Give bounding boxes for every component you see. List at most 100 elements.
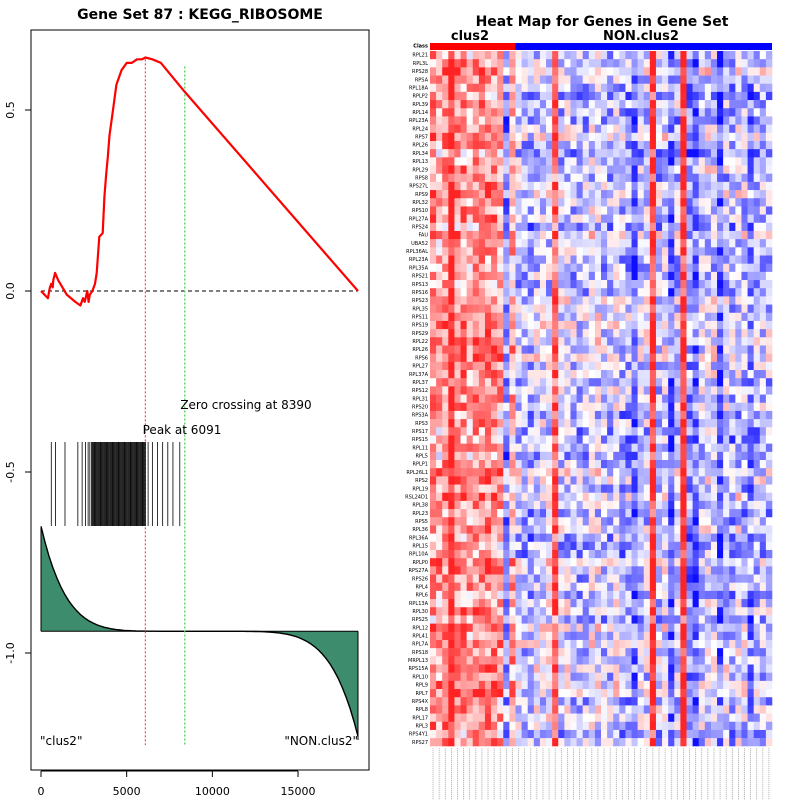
heatmap-cell bbox=[686, 451, 693, 461]
heatmap-cell bbox=[448, 304, 455, 314]
heatmap-cell bbox=[576, 157, 583, 166]
heatmap-cell bbox=[552, 664, 559, 673]
heatmap-cell bbox=[430, 214, 437, 224]
heatmap-cell bbox=[717, 83, 724, 93]
heatmap-cell bbox=[588, 83, 596, 93]
heatmap-cell bbox=[564, 378, 571, 387]
heatmap-cell bbox=[533, 410, 541, 420]
heatmap-cell bbox=[662, 738, 669, 747]
heatmap-cell bbox=[631, 239, 638, 248]
heatmap-cell bbox=[539, 558, 547, 567]
heatmap-cell bbox=[753, 590, 761, 600]
heatmap-cell bbox=[570, 689, 577, 698]
heatmap-cell bbox=[460, 492, 467, 502]
heatmap-cell bbox=[759, 729, 767, 739]
heatmap-cell bbox=[558, 288, 565, 297]
heatmap-cell bbox=[686, 517, 693, 526]
heatmap-cell bbox=[601, 280, 608, 289]
heatmap-cell bbox=[533, 435, 541, 444]
heatmap-cell bbox=[613, 230, 620, 240]
heatmap-cell bbox=[472, 648, 480, 657]
heatmap-cell bbox=[692, 222, 700, 232]
heatmap-cell bbox=[601, 402, 608, 412]
heatmap-cell bbox=[717, 615, 724, 624]
heatmap-cell bbox=[662, 492, 669, 502]
heatmap-cell bbox=[454, 116, 461, 125]
heatmap-cell bbox=[546, 402, 553, 412]
heatmap-cell bbox=[692, 509, 700, 518]
heatmap-cell bbox=[436, 599, 443, 608]
heatmap-cell bbox=[552, 721, 559, 731]
heatmap-cell bbox=[698, 255, 706, 264]
heatmap-cell bbox=[601, 427, 608, 436]
heatmap-cell bbox=[717, 206, 724, 215]
heatmap-cell bbox=[564, 296, 571, 305]
heatmap-cell bbox=[613, 574, 620, 583]
heatmap-cell bbox=[552, 558, 559, 567]
heatmap-cell bbox=[674, 263, 681, 273]
heatmap-cell bbox=[454, 75, 461, 85]
heatmap-cell bbox=[491, 247, 498, 256]
heatmap-cell bbox=[698, 566, 706, 575]
heatmap-cell bbox=[521, 108, 529, 117]
heatmap-cell bbox=[546, 157, 553, 166]
gene-hit-ticks bbox=[50, 442, 181, 526]
heatmap-cell bbox=[692, 460, 700, 469]
heatmap-cell bbox=[686, 639, 693, 649]
heatmap-cell bbox=[717, 656, 724, 665]
heatmap-cell bbox=[625, 500, 632, 510]
heatmap-cell bbox=[442, 132, 449, 142]
heatmap-cell bbox=[539, 83, 547, 93]
heatmap-cell bbox=[765, 320, 773, 330]
heatmap-cell bbox=[637, 500, 645, 510]
heatmap-cell bbox=[704, 378, 712, 387]
heatmap-cell bbox=[582, 361, 590, 371]
heatmap-cell bbox=[625, 91, 632, 101]
heatmap-cell bbox=[564, 312, 571, 322]
heatmap-cell bbox=[478, 656, 486, 665]
heatmap-cell bbox=[765, 738, 773, 747]
heatmap-cell bbox=[515, 484, 522, 494]
heatmap-cell bbox=[613, 149, 620, 158]
heatmap-cell bbox=[607, 329, 614, 338]
heatmap-cell bbox=[576, 181, 583, 191]
heatmap-cell bbox=[466, 533, 474, 543]
heatmap-cell bbox=[710, 157, 718, 166]
heatmap-cell bbox=[436, 247, 443, 256]
heatmap-cell bbox=[662, 664, 669, 673]
heatmap-cell bbox=[515, 680, 522, 690]
heatmap-cell bbox=[478, 623, 486, 633]
heatmap-cell bbox=[552, 484, 559, 494]
heatmap-cell bbox=[704, 419, 712, 428]
heatmap-cell bbox=[723, 558, 730, 567]
heatmap-cell bbox=[753, 729, 761, 739]
heatmap-cell bbox=[643, 247, 651, 256]
heatmap-row-label: RPLP1 bbox=[413, 462, 428, 468]
class-row-label: Class bbox=[413, 44, 428, 50]
heatmap-cell bbox=[436, 263, 443, 273]
heatmap-cell bbox=[649, 639, 657, 649]
heatmap-cell bbox=[472, 492, 480, 502]
heatmap-cell bbox=[717, 140, 724, 150]
heatmap-cell bbox=[570, 656, 577, 665]
heatmap-cell bbox=[466, 320, 474, 330]
heatmap-cell bbox=[613, 124, 620, 134]
heatmap-cell bbox=[472, 623, 480, 633]
heatmap-cell bbox=[613, 271, 620, 281]
heatmap-cell bbox=[655, 656, 663, 665]
heatmap-cell bbox=[765, 157, 773, 166]
heatmap-cell bbox=[649, 198, 657, 207]
heatmap-cell bbox=[594, 75, 602, 85]
heatmap-cell bbox=[613, 190, 620, 199]
heatmap-cell bbox=[753, 541, 761, 551]
heatmap-cell bbox=[552, 386, 559, 395]
heatmap-cell bbox=[668, 157, 675, 166]
heatmap-cell bbox=[717, 296, 724, 305]
heatmap-cell bbox=[460, 574, 467, 583]
heatmap-cell bbox=[497, 83, 504, 93]
heatmap-cell bbox=[601, 419, 608, 428]
heatmap-cell bbox=[637, 509, 645, 518]
heatmap-cell bbox=[649, 476, 657, 485]
heatmap-cell bbox=[515, 190, 522, 199]
heatmap-cell bbox=[759, 361, 767, 371]
